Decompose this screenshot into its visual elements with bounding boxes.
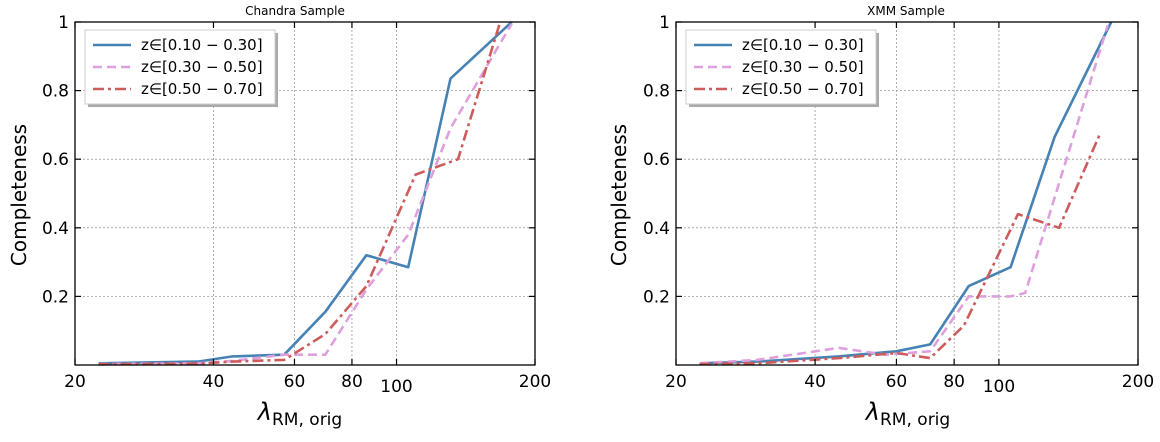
y-axis-label: Completeness bbox=[607, 124, 631, 266]
y-tick-label: 0.4 bbox=[643, 219, 670, 239]
x-tick-label: 200 bbox=[1122, 372, 1154, 392]
legend: z∈[0.10 − 0.30] z∈[0.30 − 0.50] z∈[0.50 − … bbox=[685, 29, 879, 107]
legend-label-0: z∈[0.10 − 0.30] bbox=[141, 36, 263, 54]
series-line-0 bbox=[98, 21, 513, 365]
series-line-1 bbox=[699, 25, 1109, 365]
y-tick-label: 0.6 bbox=[42, 150, 69, 170]
legend-label-1: z∈[0.30 − 0.50] bbox=[141, 58, 263, 76]
series-line-0 bbox=[699, 21, 1113, 365]
x-tick-label: 200 bbox=[519, 372, 551, 392]
legend-label-0: z∈[0.10 − 0.30] bbox=[742, 36, 864, 54]
y-tick-label: 0.2 bbox=[42, 287, 69, 307]
xmm-chart-panel: XMM Sample 20 40 60 80 100 200 0.2 0.4 0.6 0.8 1 z∈… bbox=[607, 4, 1154, 430]
legend-box bbox=[84, 29, 276, 105]
y-tick-label: 1 bbox=[58, 13, 69, 33]
x-axis-label: λRM, orig bbox=[256, 398, 342, 430]
y-tick-label: 1 bbox=[659, 13, 670, 33]
series-line-1 bbox=[98, 23, 513, 366]
plot-frame bbox=[74, 21, 536, 366]
x-axis-label-main: λ bbox=[256, 398, 272, 426]
x-tick-label: 60 bbox=[284, 372, 306, 392]
x-axis-label-subscript: RM, orig bbox=[272, 410, 342, 430]
x-tick-label: 80 bbox=[341, 372, 363, 392]
y-tick-label: 0.8 bbox=[643, 82, 670, 102]
y-tick-label: 0.8 bbox=[42, 82, 69, 102]
y-tick-label: 0.6 bbox=[643, 150, 670, 170]
x-tick-label: 100 bbox=[983, 377, 1015, 397]
x-tick-label: 60 bbox=[886, 372, 908, 392]
legend-label-1: z∈[0.30 − 0.50] bbox=[742, 58, 864, 76]
x-tick-label: 20 bbox=[665, 372, 687, 392]
x-tick-label: 100 bbox=[380, 377, 412, 397]
plot-frame bbox=[675, 21, 1139, 366]
series-line-2 bbox=[98, 21, 502, 366]
series-line-2 bbox=[699, 134, 1101, 366]
x-axis-label: λRM, orig bbox=[864, 398, 950, 430]
chandra-chart-panel: Chandra Sample 20 40 60 80 100 200 0.2 0.4 0.6 0.… bbox=[7, 4, 551, 430]
y-tick-label: 0.4 bbox=[42, 219, 69, 239]
chart-title: XMM Sample bbox=[867, 4, 945, 18]
legend: z∈[0.10 − 0.30] z∈[0.30 − 0.50] z∈[0.50 − … bbox=[84, 29, 278, 107]
x-tick-label: 40 bbox=[203, 372, 225, 392]
chart-title: Chandra Sample bbox=[245, 4, 345, 18]
x-tick-label: 80 bbox=[943, 372, 965, 392]
legend-label-2: z∈[0.50 − 0.70] bbox=[141, 80, 263, 98]
y-axis-label: Completeness bbox=[7, 124, 31, 266]
y-tick-label: 0.2 bbox=[643, 287, 670, 307]
x-tick-label: 20 bbox=[64, 372, 86, 392]
x-axis-label-subscript: RM, orig bbox=[880, 410, 950, 430]
legend-box bbox=[685, 29, 877, 105]
x-axis-label-main: λ bbox=[864, 398, 880, 426]
x-tick-label: 40 bbox=[804, 372, 826, 392]
legend-label-2: z∈[0.50 − 0.70] bbox=[742, 80, 864, 98]
